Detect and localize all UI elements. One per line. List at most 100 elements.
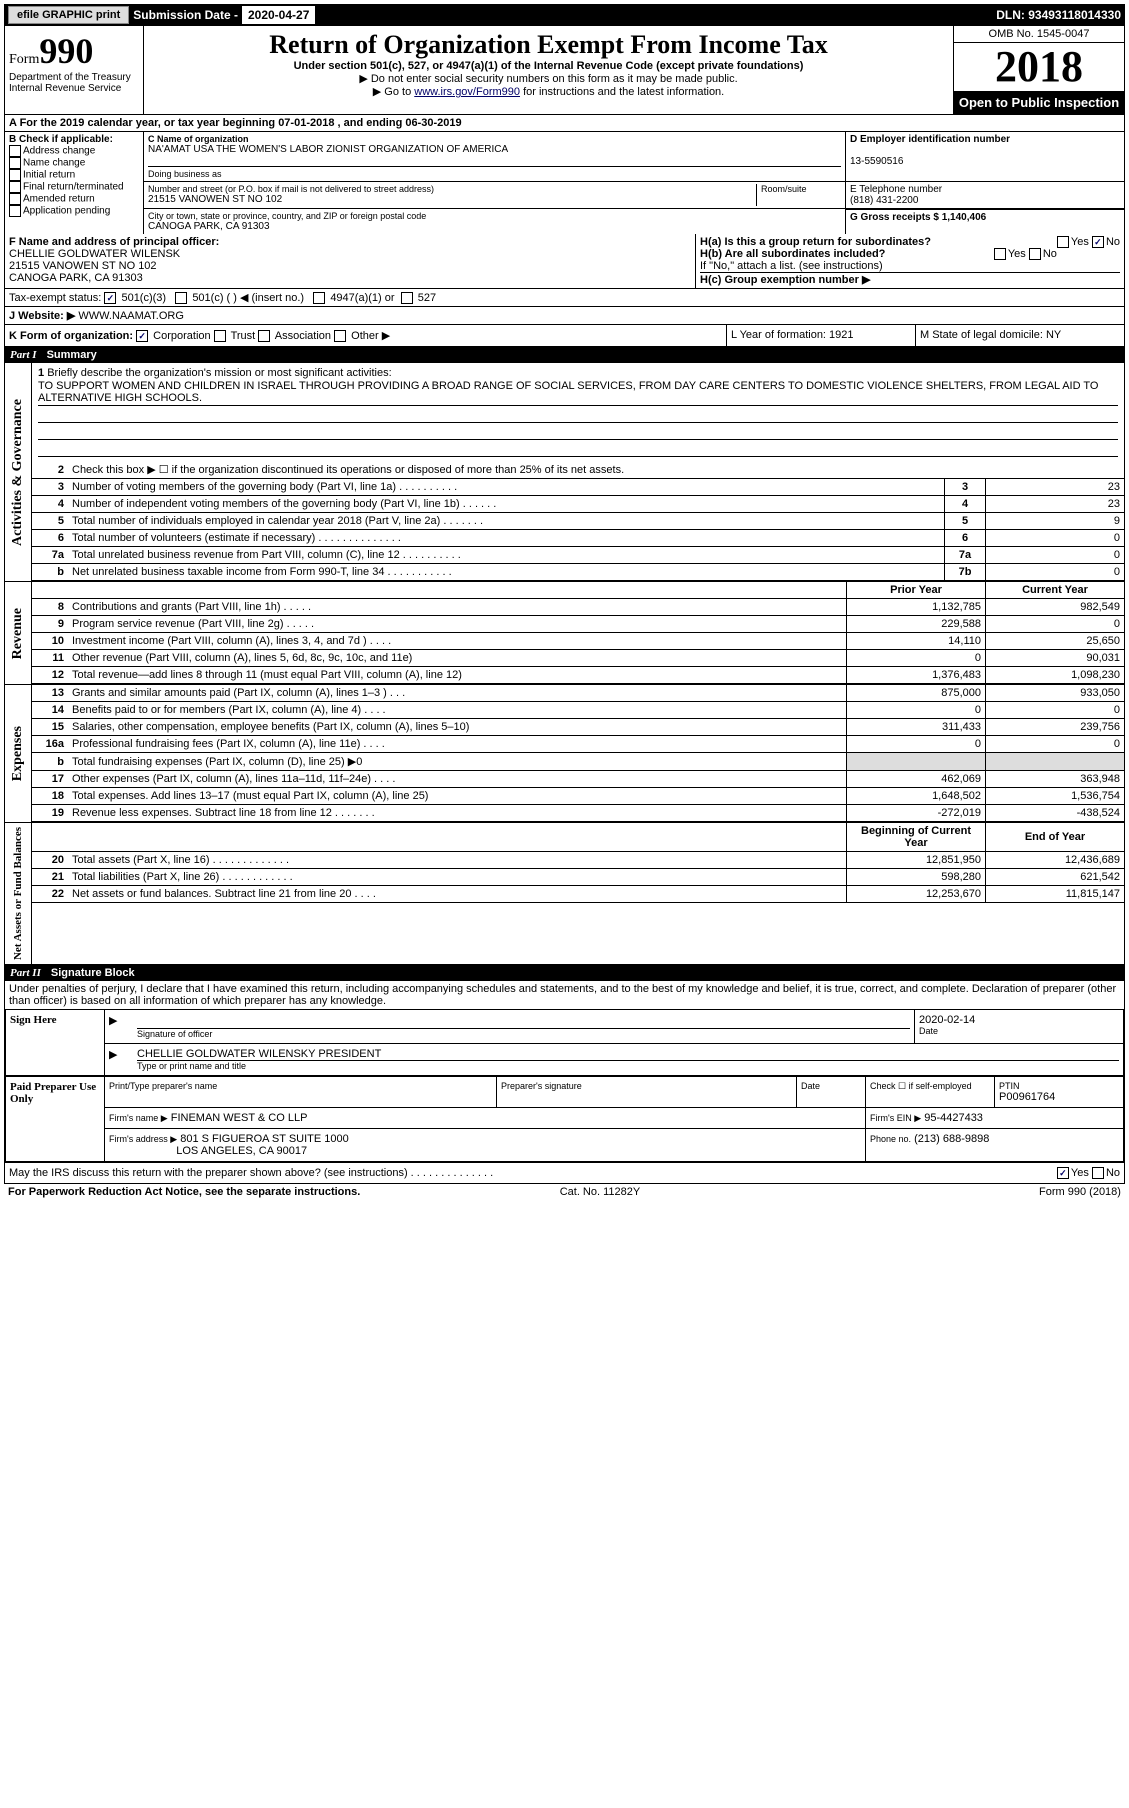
firm-addr2: LOS ANGELES, CA 90017 [176, 1145, 307, 1157]
hc-label: H(c) Group exemption number ▶ [700, 272, 1120, 286]
website-url: WWW.NAAMAT.ORG [78, 310, 184, 322]
form-label: Form [9, 52, 39, 67]
top-bar: efile GRAPHIC print Submission Date - 20… [4, 4, 1125, 26]
part2-header: Part II Signature Block [4, 965, 1125, 981]
col-b-label: B Check if applicable: [9, 134, 139, 145]
firm-phone: (213) 688-9898 [914, 1133, 989, 1145]
part1-header: Part I Summary [4, 347, 1125, 363]
check-501c[interactable] [175, 292, 187, 304]
entity-block: B Check if applicable: Address change Na… [4, 132, 1125, 234]
self-employed-check: Check ☐ if self-employed [870, 1081, 990, 1092]
hb-yes[interactable] [994, 248, 1006, 260]
rev-section-label: Revenue [8, 604, 28, 663]
date-label: Date [919, 1026, 1119, 1036]
net-section-label: Net Assets or Fund Balances [10, 823, 26, 964]
irs-link[interactable]: www.irs.gov/Form990 [414, 86, 520, 98]
ha-no[interactable] [1092, 236, 1104, 248]
officer-addr2: CANOGA PARK, CA 91303 [9, 272, 143, 284]
tax-year: 2018 [954, 43, 1124, 91]
year-formation: L Year of formation: 1921 [726, 325, 915, 346]
officer-addr1: 21515 VANOWEN ST NO 102 [9, 260, 157, 272]
check-initial[interactable] [9, 169, 21, 181]
type-name-label: Type or print name and title [137, 1061, 1119, 1071]
prep-date-label: Date [801, 1081, 861, 1091]
check-other[interactable] [334, 330, 346, 342]
check-name[interactable] [9, 157, 21, 169]
check-trust[interactable] [214, 330, 226, 342]
mission-label: Briefly describe the organization's miss… [47, 367, 391, 379]
form-title: Return of Organization Exempt From Incom… [148, 30, 949, 60]
ha-label: H(a) Is this a group return for subordin… [700, 236, 931, 248]
check-4947[interactable] [313, 292, 325, 304]
firm-addr1: 801 S FIGUEROA ST SUITE 1000 [180, 1133, 349, 1145]
header-sub3b: for instructions and the latest informat… [520, 86, 724, 98]
header-sub3a: ▶ Go to [373, 86, 414, 98]
check-527[interactable] [401, 292, 413, 304]
paid-preparer-label: Paid Preparer Use Only [6, 1077, 105, 1162]
firm-ein: 95-4427433 [924, 1112, 983, 1124]
gov-table: 2Check this box ▶ ☐ if the organization … [32, 461, 1124, 581]
public-inspection: Open to Public Inspection [954, 91, 1124, 114]
street-address: 21515 VANOWEN ST NO 102 [148, 194, 756, 205]
discuss-no[interactable] [1092, 1167, 1104, 1179]
check-pending[interactable] [9, 205, 21, 217]
hb-no[interactable] [1029, 248, 1041, 260]
name-label: C Name of organization [148, 134, 841, 144]
website-label: J Website: ▶ [9, 310, 75, 322]
cat-no: Cat. No. 11282Y [560, 1186, 641, 1198]
paperwork-notice: For Paperwork Reduction Act Notice, see … [8, 1186, 360, 1198]
sign-here-label: Sign Here [6, 1010, 105, 1076]
form-org-label: K Form of organization: [9, 330, 133, 342]
submission-date: 2020-04-27 [242, 6, 315, 24]
mission-text: TO SUPPORT WOMEN AND CHILDREN IN ISRAEL … [38, 379, 1118, 406]
firm-name: FINEMAN WEST & CO LLP [171, 1112, 308, 1124]
check-assoc[interactable] [258, 330, 270, 342]
ha-yes[interactable] [1057, 236, 1069, 248]
check-address[interactable] [9, 145, 21, 157]
form-header: Form990 Department of the Treasury Inter… [4, 26, 1125, 115]
phone-label: E Telephone number [850, 184, 1120, 195]
net-table: Beginning of Current YearEnd of Year 20T… [32, 823, 1124, 903]
exp-table: 13Grants and similar amounts paid (Part … [32, 685, 1124, 822]
line-a: A For the 2019 calendar year, or tax yea… [4, 115, 1125, 132]
room-label: Room/suite [761, 184, 841, 194]
ptin-value: P00961764 [999, 1091, 1119, 1103]
subdate-label: Submission Date - [133, 8, 238, 22]
check-corp[interactable] [136, 330, 148, 342]
check-amended[interactable] [9, 193, 21, 205]
dept-treasury: Department of the Treasury [9, 72, 139, 83]
ptin-label: PTIN [999, 1081, 1119, 1091]
efile-button[interactable]: efile GRAPHIC print [8, 6, 129, 24]
check-501c3[interactable] [104, 292, 116, 304]
city: CANOGA PARK, CA 91303 [148, 221, 841, 232]
line1-num: 1 [38, 367, 44, 379]
prep-name-label: Print/Type preparer's name [109, 1081, 492, 1091]
check-final[interactable] [9, 181, 21, 193]
irs-label: Internal Revenue Service [9, 83, 139, 94]
may-irs-discuss: May the IRS discuss this return with the… [9, 1167, 493, 1179]
officer-label: F Name and address of principal officer: [9, 236, 219, 248]
phone: (818) 431-2200 [850, 195, 1120, 206]
city-label: City or town, state or province, country… [148, 211, 841, 221]
perjury-declaration: Under penalties of perjury, I declare th… [5, 981, 1124, 1009]
gross-receipts: G Gross receipts $ 1,140,406 [850, 212, 1120, 223]
dba-label: Doing business as [148, 166, 841, 179]
ein-label: D Employer identification number [850, 134, 1120, 145]
hb-label: H(b) Are all subordinates included? [700, 248, 885, 260]
hb-note: If "No," attach a list. (see instruction… [700, 260, 1120, 272]
ein: 13-5590516 [850, 156, 1120, 167]
addr-label: Number and street (or P.O. box if mail i… [148, 184, 756, 194]
gov-section-label: Activities & Governance [8, 395, 28, 550]
discuss-yes[interactable] [1057, 1167, 1069, 1179]
rev-table: Prior YearCurrent Year 8Contributions an… [32, 582, 1124, 684]
form-number: 990 [39, 31, 93, 71]
state-domicile: M State of legal domicile: NY [915, 325, 1124, 346]
omb-number: OMB No. 1545-0047 [954, 26, 1124, 43]
exp-section-label: Expenses [8, 722, 28, 785]
dln: DLN: 93493118014330 [996, 8, 1121, 22]
prep-sig-label: Preparer's signature [501, 1081, 792, 1091]
sig-officer-label: Signature of officer [137, 1029, 910, 1039]
header-sub1: Under section 501(c), 527, or 4947(a)(1)… [148, 60, 949, 72]
tax-status-label: Tax-exempt status: [9, 292, 101, 304]
officer-printed-name: CHELLIE GOLDWATER WILENSKY PRESIDENT [137, 1048, 1119, 1061]
